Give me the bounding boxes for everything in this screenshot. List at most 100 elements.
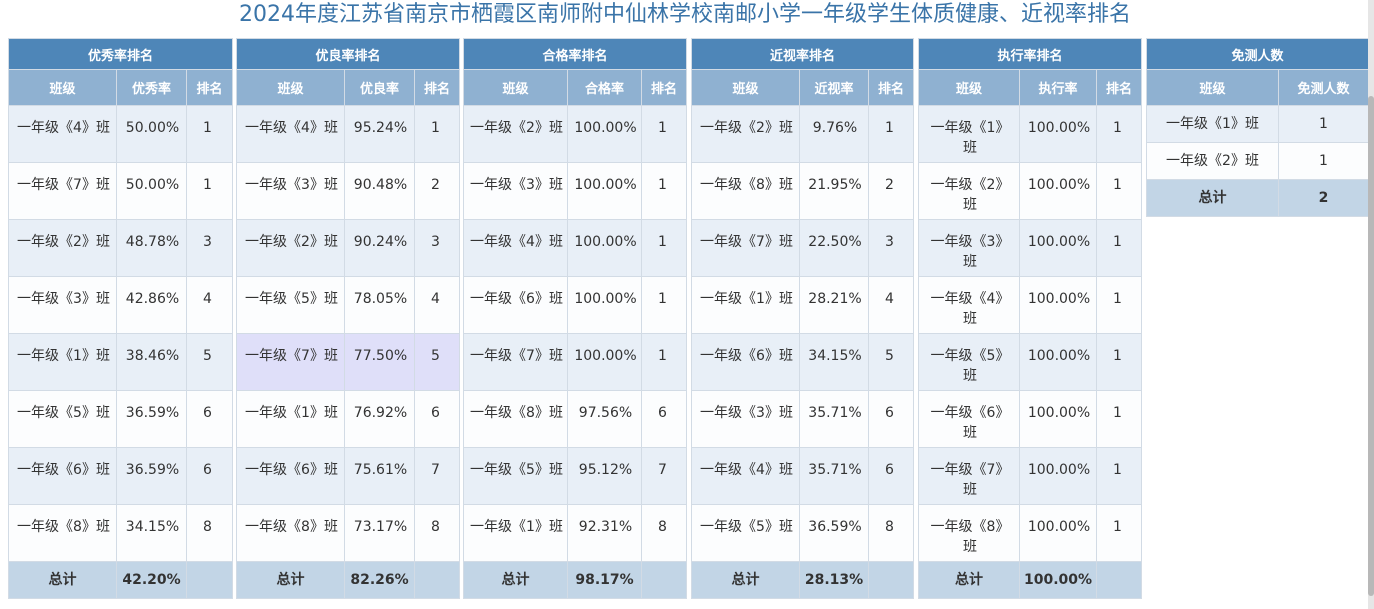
column-header-rank[interactable]: 排名 <box>413 69 461 106</box>
table-row[interactable]: 一年级《5》班 36.59% 8 <box>691 504 915 562</box>
column-header-exempt-count[interactable]: 免测人数 <box>1277 69 1370 106</box>
column-header-class[interactable]: 班级 <box>8 69 117 106</box>
table-row[interactable]: 一年级《1》班 100.00% 1 <box>918 105 1143 163</box>
class-name-cell: 一年级《7》班 <box>8 162 117 220</box>
table-row[interactable]: 一年级《6》班 100.00% 1 <box>918 390 1143 448</box>
column-header-class[interactable]: 班级 <box>1146 69 1279 106</box>
rank-cell: 1 <box>1095 333 1143 391</box>
rate-cell: 50.00% <box>116 105 187 163</box>
excellence-rate-table-heading: 优秀率排名 <box>7 38 234 70</box>
column-header-rate[interactable]: 合格率 <box>567 69 642 106</box>
table-row[interactable]: 一年级《7》班 100.00% 1 <box>918 447 1143 505</box>
column-header-rate[interactable]: 近视率 <box>799 69 869 106</box>
table-row[interactable]: 一年级《1》班 1 <box>1146 105 1370 143</box>
table-row[interactable]: 一年级《7》班 100.00% 1 <box>463 333 688 391</box>
rate-cell: 100.00% <box>567 219 642 277</box>
rate-cell: 50.00% <box>116 162 187 220</box>
table-row[interactable]: 一年级《4》班 100.00% 1 <box>463 219 688 277</box>
class-name-cell: 一年级《6》班 <box>236 447 345 505</box>
table-row[interactable]: 一年级《2》班 100.00% 1 <box>463 105 688 163</box>
table-row[interactable]: 一年级《8》班 34.15% 8 <box>8 504 234 562</box>
table-row[interactable]: 一年级《7》班 77.50% 5 <box>236 333 461 391</box>
class-name-cell: 一年级《2》班 <box>918 162 1020 220</box>
table-row[interactable]: 一年级《2》班 1 <box>1146 142 1370 180</box>
table-row[interactable]: 一年级《4》班 100.00% 1 <box>918 276 1143 334</box>
table-row[interactable]: 一年级《8》班 73.17% 8 <box>236 504 461 562</box>
table-row[interactable]: 一年级《2》班 9.76% 1 <box>691 105 915 163</box>
column-header-rank[interactable]: 排名 <box>1095 69 1143 106</box>
table-row[interactable]: 一年级《6》班 100.00% 1 <box>463 276 688 334</box>
rank-cell: 4 <box>185 276 234 334</box>
class-name-cell: 一年级《8》班 <box>463 390 568 448</box>
rank-cell: 3 <box>185 219 234 277</box>
table-row[interactable]: 一年级《8》班 97.56% 6 <box>463 390 688 448</box>
pass-rate-ranking-table: 合格率排名 班级 合格率 排名 一年级《2》班 100.00% 1 一年级《3》班 100.00… <box>462 38 688 599</box>
total-rank-empty <box>640 561 688 599</box>
table-row[interactable]: 一年级《3》班 42.86% 4 <box>8 276 234 334</box>
class-name-cell: 一年级《1》班 <box>691 276 800 334</box>
table-row[interactable]: 一年级《8》班 100.00% 1 <box>918 504 1143 562</box>
rank-cell: 5 <box>413 333 461 391</box>
table-row[interactable]: 一年级《5》班 95.12% 7 <box>463 447 688 505</box>
table-row[interactable]: 一年级《3》班 100.00% 1 <box>918 219 1143 277</box>
table-row[interactable]: 一年级《4》班 50.00% 1 <box>8 105 234 163</box>
vertical-scrollbar[interactable] <box>1368 0 1374 609</box>
total-rank-empty <box>867 561 915 599</box>
column-header-rate[interactable]: 执行率 <box>1019 69 1097 106</box>
table-row[interactable]: 一年级《3》班 90.48% 2 <box>236 162 461 220</box>
column-header-rank[interactable]: 排名 <box>867 69 915 106</box>
scrollbar-thumb[interactable] <box>1368 96 1374 596</box>
column-header-rank[interactable]: 排名 <box>185 69 234 106</box>
table-row[interactable]: 一年级《6》班 34.15% 5 <box>691 333 915 391</box>
rate-cell: 77.50% <box>344 333 415 391</box>
class-name-cell: 一年级《6》班 <box>463 276 568 334</box>
class-name-cell: 一年级《5》班 <box>463 447 568 505</box>
table-row[interactable]: 一年级《1》班 38.46% 5 <box>8 333 234 391</box>
table-row[interactable]: 一年级《8》班 21.95% 2 <box>691 162 915 220</box>
total-value: 98.17% <box>567 561 642 599</box>
table-row[interactable]: 一年级《5》班 78.05% 4 <box>236 276 461 334</box>
table-row[interactable]: 一年级《3》班 100.00% 1 <box>463 162 688 220</box>
class-name-cell: 一年级《6》班 <box>8 447 117 505</box>
rate-cell: 100.00% <box>1019 390 1097 448</box>
column-header-class[interactable]: 班级 <box>691 69 800 106</box>
rank-cell: 4 <box>413 276 461 334</box>
class-name-cell: 一年级《5》班 <box>918 333 1020 391</box>
class-name-cell: 一年级《2》班 <box>8 219 117 277</box>
table-row[interactable]: 一年级《3》班 35.71% 6 <box>691 390 915 448</box>
column-header-class[interactable]: 班级 <box>463 69 568 106</box>
table-row[interactable]: 一年级《7》班 50.00% 1 <box>8 162 234 220</box>
table-row[interactable]: 一年级《7》班 22.50% 3 <box>691 219 915 277</box>
column-header-rate[interactable]: 优秀率 <box>116 69 187 106</box>
rank-cell: 1 <box>1095 219 1143 277</box>
table-row[interactable]: 一年级《2》班 100.00% 1 <box>918 162 1143 220</box>
table-row[interactable]: 一年级《4》班 95.24% 1 <box>236 105 461 163</box>
table-row[interactable]: 一年级《5》班 36.59% 6 <box>8 390 234 448</box>
rate-cell: 36.59% <box>116 390 187 448</box>
rate-cell: 36.59% <box>799 504 869 562</box>
rank-cell: 8 <box>185 504 234 562</box>
column-header-rank[interactable]: 排名 <box>640 69 688 106</box>
column-header-class[interactable]: 班级 <box>236 69 345 106</box>
table-row[interactable]: 一年级《4》班 35.71% 6 <box>691 447 915 505</box>
rate-cell: 75.61% <box>344 447 415 505</box>
class-name-cell: 一年级《8》班 <box>918 504 1020 562</box>
table-row[interactable]: 一年级《6》班 36.59% 6 <box>8 447 234 505</box>
table-row[interactable]: 一年级《1》班 76.92% 6 <box>236 390 461 448</box>
total-row: 总计 28.13% <box>691 561 915 599</box>
rank-cell: 1 <box>640 162 688 220</box>
table-row[interactable]: 一年级《2》班 48.78% 3 <box>8 219 234 277</box>
rate-cell: 48.78% <box>116 219 187 277</box>
table-row[interactable]: 一年级《1》班 28.21% 4 <box>691 276 915 334</box>
table-row[interactable]: 一年级《6》班 75.61% 7 <box>236 447 461 505</box>
good-rate-table-heading: 优良率排名 <box>235 38 461 70</box>
class-name-cell: 一年级《4》班 <box>236 105 345 163</box>
table-row[interactable]: 一年级《2》班 90.24% 3 <box>236 219 461 277</box>
class-name-cell: 一年级《4》班 <box>918 276 1020 334</box>
table-row[interactable]: 一年级《5》班 100.00% 1 <box>918 333 1143 391</box>
rank-cell: 1 <box>185 105 234 163</box>
total-value: 82.26% <box>344 561 415 599</box>
table-row[interactable]: 一年级《1》班 92.31% 8 <box>463 504 688 562</box>
column-header-rate[interactable]: 优良率 <box>344 69 415 106</box>
column-header-class[interactable]: 班级 <box>918 69 1020 106</box>
